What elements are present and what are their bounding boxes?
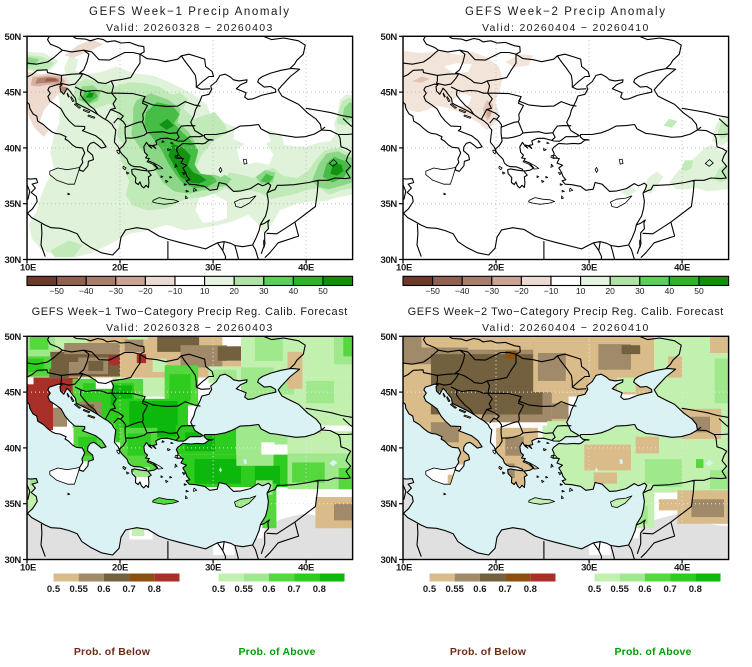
svg-text:0.55: 0.55: [69, 584, 88, 595]
svg-text:45N: 45N: [4, 388, 21, 399]
svg-text:35N: 35N: [380, 499, 397, 510]
svg-text:0.7: 0.7: [663, 584, 676, 595]
svg-text:30N: 30N: [4, 555, 21, 566]
svg-text:40: 40: [289, 286, 299, 296]
svg-text:0.7: 0.7: [498, 584, 511, 595]
svg-text:0.5: 0.5: [47, 584, 61, 595]
svg-text:30E: 30E: [205, 263, 221, 274]
svg-text:50: 50: [318, 286, 328, 296]
svg-text:Prob. of Above: Prob. of Above: [238, 646, 315, 658]
svg-text:0.8: 0.8: [689, 584, 702, 595]
svg-text:Prob. of Above: Prob. of Above: [614, 646, 691, 658]
svg-text:−40: −40: [455, 286, 470, 296]
svg-text:40E: 40E: [674, 563, 690, 574]
svg-text:35N: 35N: [380, 199, 397, 210]
svg-text:−30: −30: [485, 286, 500, 296]
svg-text:40N: 40N: [4, 443, 21, 454]
svg-text:30E: 30E: [581, 263, 597, 274]
svg-text:−40: −40: [79, 286, 94, 296]
svg-text:0.55: 0.55: [234, 584, 253, 595]
svg-text:50N: 50N: [4, 32, 21, 43]
svg-text:10E: 10E: [20, 563, 36, 574]
svg-text:45N: 45N: [380, 88, 397, 99]
svg-text:40E: 40E: [298, 563, 314, 574]
svg-text:0.8: 0.8: [148, 584, 161, 595]
svg-text:40N: 40N: [4, 143, 21, 154]
svg-text:−30: −30: [109, 286, 124, 296]
svg-text:10: 10: [576, 286, 586, 296]
svg-text:Valid: 20260404 − 20260410: Valid: 20260404 − 20260410: [482, 322, 650, 334]
svg-text:−50: −50: [49, 286, 64, 296]
svg-text:−20: −20: [138, 286, 153, 296]
svg-text:45N: 45N: [380, 388, 397, 399]
svg-text:0.5: 0.5: [588, 584, 602, 595]
svg-text:0.6: 0.6: [97, 584, 110, 595]
svg-text:50N: 50N: [380, 332, 397, 343]
svg-text:20: 20: [605, 286, 615, 296]
svg-text:Valid: 20260404 − 20260410: Valid: 20260404 − 20260410: [482, 22, 650, 34]
svg-text:GEFS Week−1 Precip Anomaly: GEFS Week−1 Precip Anomaly: [89, 6, 291, 18]
svg-text:0.7: 0.7: [122, 584, 135, 595]
svg-text:0.6: 0.6: [638, 584, 651, 595]
svg-text:−20: −20: [514, 286, 529, 296]
svg-text:20: 20: [229, 286, 239, 296]
svg-text:30N: 30N: [380, 555, 397, 566]
svg-text:10E: 10E: [396, 263, 412, 274]
svg-text:0.55: 0.55: [610, 584, 629, 595]
svg-text:30N: 30N: [380, 255, 397, 266]
svg-text:Prob. of Below: Prob. of Below: [74, 646, 151, 658]
svg-text:20E: 20E: [112, 563, 128, 574]
svg-text:40: 40: [665, 286, 675, 296]
svg-text:0.7: 0.7: [287, 584, 300, 595]
svg-text:0.6: 0.6: [473, 584, 486, 595]
svg-text:0.8: 0.8: [524, 584, 537, 595]
svg-text:−10: −10: [168, 286, 183, 296]
svg-text:GEFS Week−1 Two−Category Preci: GEFS Week−1 Two−Category Precip Reg. Cal…: [32, 306, 348, 318]
svg-text:50N: 50N: [4, 332, 21, 343]
svg-text:40N: 40N: [380, 143, 397, 154]
svg-text:10E: 10E: [396, 563, 412, 574]
svg-text:0.5: 0.5: [212, 584, 226, 595]
svg-text:50N: 50N: [380, 32, 397, 43]
svg-text:Prob. of Below: Prob. of Below: [450, 646, 527, 658]
svg-text:20E: 20E: [488, 563, 504, 574]
svg-text:30N: 30N: [4, 255, 21, 266]
svg-text:−10: −10: [544, 286, 559, 296]
svg-text:40E: 40E: [674, 263, 690, 274]
svg-text:Valid: 20260328 − 20260403: Valid: 20260328 − 20260403: [106, 22, 274, 34]
svg-text:10: 10: [200, 286, 210, 296]
svg-text:Valid: 20260328 − 20260403: Valid: 20260328 − 20260403: [106, 322, 274, 334]
svg-text:10E: 10E: [20, 263, 36, 274]
svg-text:0.6: 0.6: [262, 584, 275, 595]
svg-text:−50: −50: [425, 286, 440, 296]
svg-text:0.55: 0.55: [445, 584, 464, 595]
svg-text:GEFS Week−2 Two−Category Preci: GEFS Week−2 Two−Category Precip Reg. Cal…: [408, 306, 724, 318]
svg-text:0.5: 0.5: [423, 584, 437, 595]
svg-text:30E: 30E: [581, 563, 597, 574]
svg-text:30: 30: [259, 286, 269, 296]
svg-text:50: 50: [694, 286, 704, 296]
svg-text:35N: 35N: [4, 199, 21, 210]
svg-text:40E: 40E: [298, 263, 314, 274]
svg-text:20E: 20E: [112, 263, 128, 274]
svg-text:35N: 35N: [4, 499, 21, 510]
svg-text:GEFS Week−2 Precip Anomaly: GEFS Week−2 Precip Anomaly: [465, 6, 667, 18]
svg-text:0.8: 0.8: [313, 584, 326, 595]
svg-text:40N: 40N: [380, 443, 397, 454]
svg-text:45N: 45N: [4, 88, 21, 99]
svg-text:20E: 20E: [488, 263, 504, 274]
svg-text:30E: 30E: [205, 563, 221, 574]
svg-text:30: 30: [635, 286, 645, 296]
